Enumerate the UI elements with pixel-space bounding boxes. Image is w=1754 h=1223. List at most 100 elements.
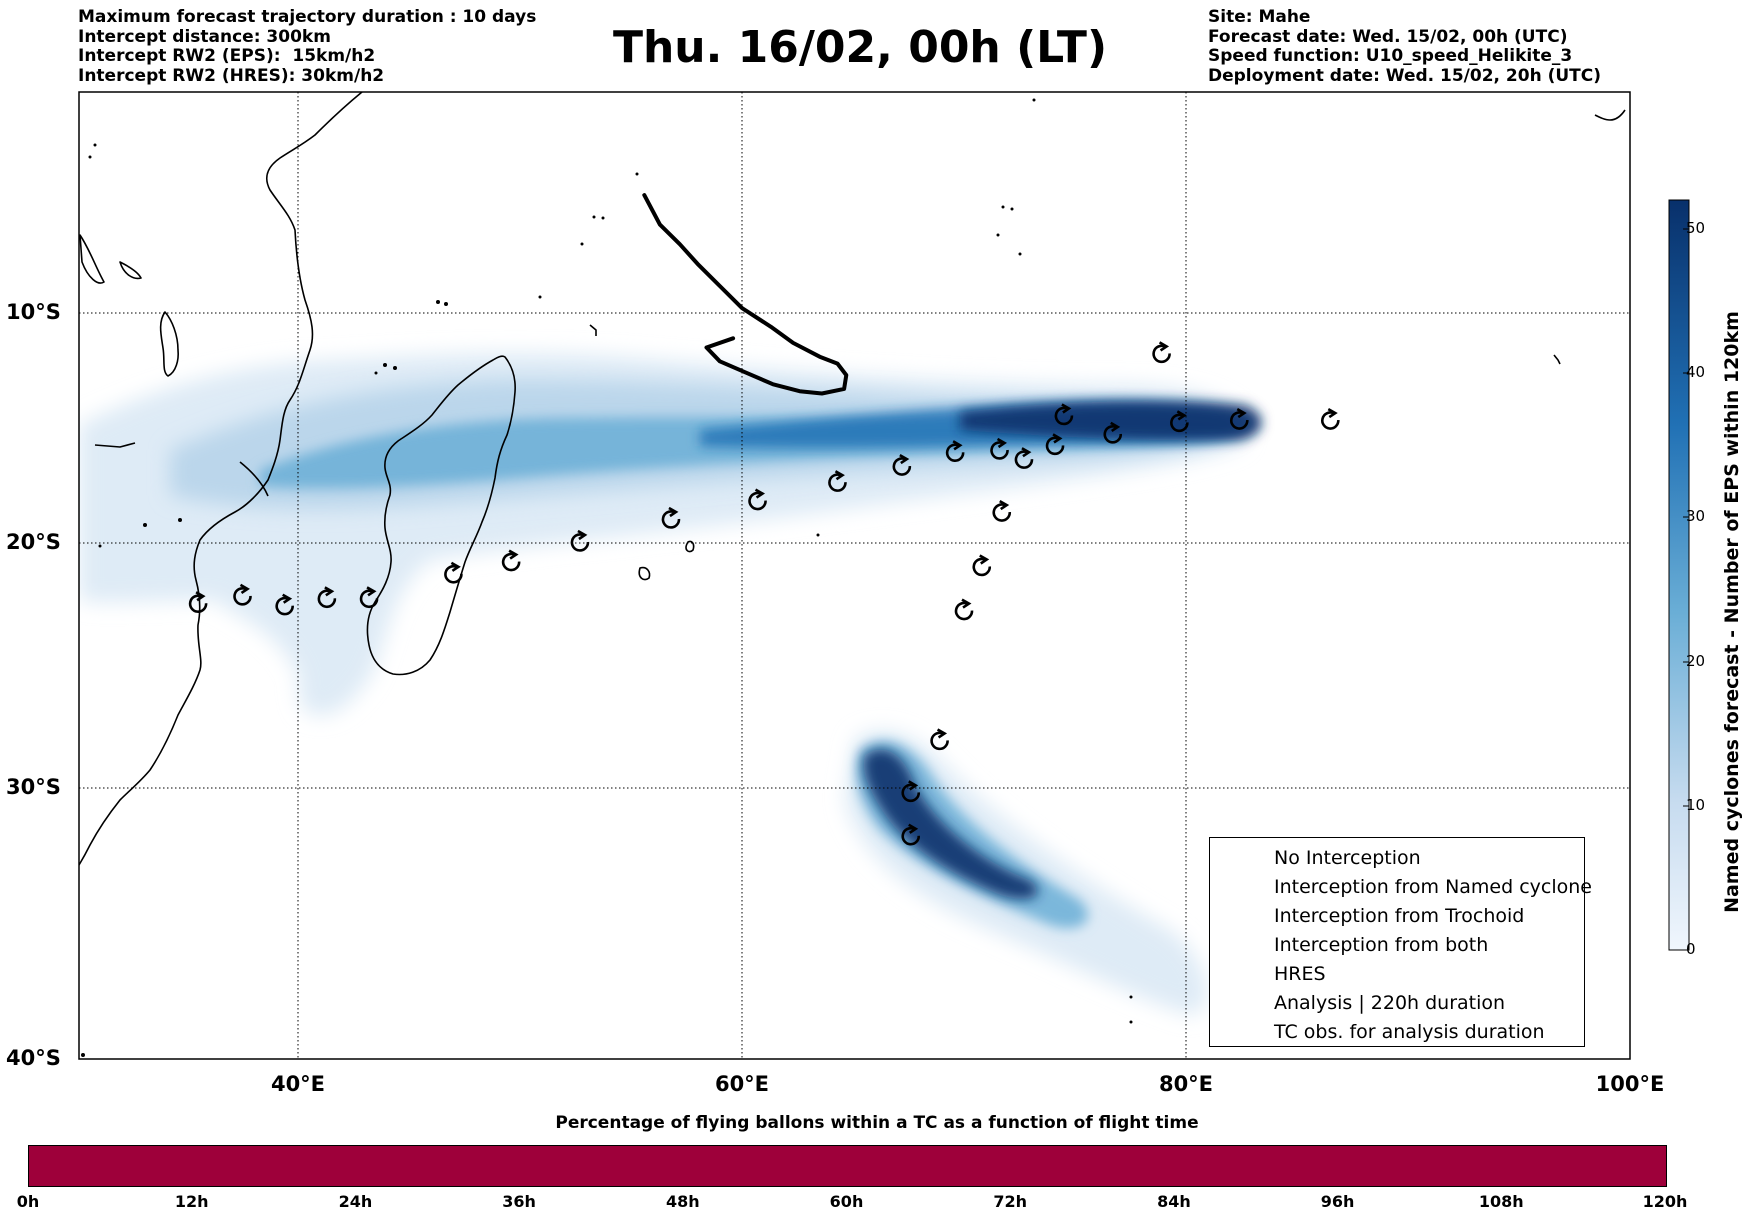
reunion-island — [638, 566, 651, 581]
colorbar-label: Named cyclones forecast - Number of EPS … — [1721, 310, 1743, 913]
header-left-info: Maximum forecast trajectory duration : 1… — [78, 7, 537, 86]
graticule — [79, 92, 1630, 1059]
header-left-line: Maximum forecast trajectory duration : 1… — [78, 7, 537, 27]
legend-label: HRES — [1274, 963, 1326, 985]
tc-obs-marker — [1014, 447, 1034, 469]
timebar-tick-label: 96h — [1320, 1192, 1355, 1211]
legend-label: Interception from Named cyclone — [1274, 876, 1592, 898]
tc-obs-markers — [188, 341, 1340, 846]
mozambique-channel-island — [159, 311, 179, 377]
lon-label: 60°E — [714, 1072, 770, 1096]
tc-obs-marker — [275, 593, 294, 616]
legend-item: No Interception — [1210, 844, 1584, 873]
tc-obs-marker — [901, 823, 921, 846]
tc-obs-marker — [1170, 410, 1189, 433]
tc-obs-marker — [444, 561, 463, 584]
legend-label: Analysis | 220h duration — [1274, 992, 1506, 1014]
tc-obs-marker — [188, 591, 208, 613]
madagascar-coastline — [366, 355, 516, 676]
colorbar-ticks — [1683, 228, 1689, 951]
tc-obs-marker — [1230, 407, 1249, 430]
timebar-tick-label: 84h — [1157, 1192, 1191, 1211]
timebar-tick-label: 24h — [338, 1192, 373, 1211]
timebar-tick-label: 0h — [16, 1192, 40, 1211]
header-left-line: Intercept RW2 (HRES): 30km/h2 — [78, 65, 385, 86]
colorbar-tick-label: 30 — [1686, 507, 1706, 525]
map-title: Thu. 16/02, 00h (LT) — [612, 22, 1108, 73]
tc-obs-marker — [359, 586, 379, 609]
tc-obs-marker — [1054, 403, 1074, 426]
colorbar-tick-label: 10 — [1686, 796, 1706, 814]
tc-obs-marker — [945, 440, 965, 462]
timebar — [28, 1145, 1667, 1187]
colorbar — [1668, 199, 1690, 951]
tc-obs-marker — [992, 499, 1012, 522]
timebar-title: Percentage of flying ballons within a TC… — [555, 1113, 1199, 1133]
tc-obs-marker — [661, 506, 681, 529]
mauritius-island — [685, 540, 695, 553]
tc-obs-marker — [570, 529, 590, 552]
lat-label: 30°S — [6, 775, 61, 799]
small-island — [589, 324, 597, 336]
tc-obs-marker — [1103, 421, 1123, 444]
lake-outline — [239, 461, 269, 497]
legend-item: Interception from Trochoid — [1210, 902, 1584, 931]
timebar-tick-label: 60h — [829, 1192, 864, 1211]
tc-obs-marker — [828, 470, 847, 492]
colorbar-tick-label: 0 — [1686, 940, 1696, 958]
header-right-line: Site: Mahe — [1208, 7, 1311, 27]
header-right-info: Site: Mahe Forecast date: Wed. 15/02, 00… — [1208, 7, 1602, 86]
small-island — [1594, 109, 1626, 121]
tc-obs-marker — [317, 586, 337, 609]
lon-label: 40°E — [270, 1072, 326, 1096]
header-left-line: Intercept distance: 300km — [78, 26, 331, 47]
small-island — [1553, 354, 1561, 365]
lon-label: 80°E — [1158, 1072, 1214, 1096]
legend-label: TC obs. for analysis duration — [1274, 1021, 1545, 1043]
header-right-line: Deployment date: Wed. 15/02, 20h (UTC) — [1208, 65, 1602, 86]
timebar-tick-label: 36h — [502, 1192, 536, 1211]
islets — [81, 98, 1133, 1057]
legend-item: Interception from both — [1210, 931, 1584, 960]
legend-item: Analysis | 220h duration — [1210, 989, 1584, 1018]
lat-label: 10°S — [6, 300, 61, 324]
lon-label: 100°E — [1595, 1072, 1665, 1096]
timebar-tick-label: 120h — [1642, 1192, 1688, 1211]
tc-obs-marker — [1152, 341, 1171, 364]
small-island — [94, 442, 136, 448]
tc-obs-marker — [1045, 433, 1065, 456]
analysis-track — [642, 193, 849, 396]
tc-obs-marker — [972, 554, 992, 577]
legend-item: Interception from Named cyclone — [1210, 873, 1592, 902]
lat-label: 40°S — [6, 1046, 61, 1070]
colorbar-tick-label: 50 — [1686, 219, 1706, 237]
legend-item: HRES — [1210, 960, 1584, 989]
timebar-tick-label: 48h — [665, 1192, 700, 1211]
legend-label: No Interception — [1274, 847, 1421, 869]
map-frame — [78, 91, 1631, 1060]
small-island — [119, 261, 142, 280]
legend-item: TC obs. for analysis duration — [1210, 1018, 1584, 1047]
header-right-line: Forecast date: Wed. 15/02, 00h (UTC) — [1208, 26, 1568, 47]
colorbar-tick-label: 20 — [1686, 652, 1706, 670]
coastlines — [79, 92, 1626, 866]
lat-label: 20°S — [6, 530, 61, 554]
colorbar-tick-label: 40 — [1686, 363, 1706, 381]
tc-obs-marker — [748, 488, 767, 511]
legend-label: Interception from Trochoid — [1274, 905, 1525, 927]
legend: No Interception Interception from Named … — [1209, 837, 1592, 1047]
small-island — [79, 234, 105, 284]
tc-obs-marker — [990, 437, 1009, 460]
timebar-tick-label: 72h — [993, 1192, 1028, 1211]
header-right-line: Speed function: U10_speed_Helikite_3 — [1208, 46, 1573, 66]
africa-coastline — [79, 92, 363, 866]
tc-obs-marker — [233, 583, 252, 606]
eps-density-south — [845, 731, 1208, 1015]
tc-obs-marker — [954, 598, 974, 621]
legend-label: Interception from both — [1274, 934, 1489, 956]
tc-obs-marker — [892, 453, 912, 476]
colorbar-label-wrap: Named cyclones forecast - Number of EPS … — [1712, 0, 1752, 1223]
timebar-tick-label: 12h — [174, 1192, 209, 1211]
header-left-line: Intercept RW2 (EPS): 15km/h2 — [78, 46, 376, 66]
